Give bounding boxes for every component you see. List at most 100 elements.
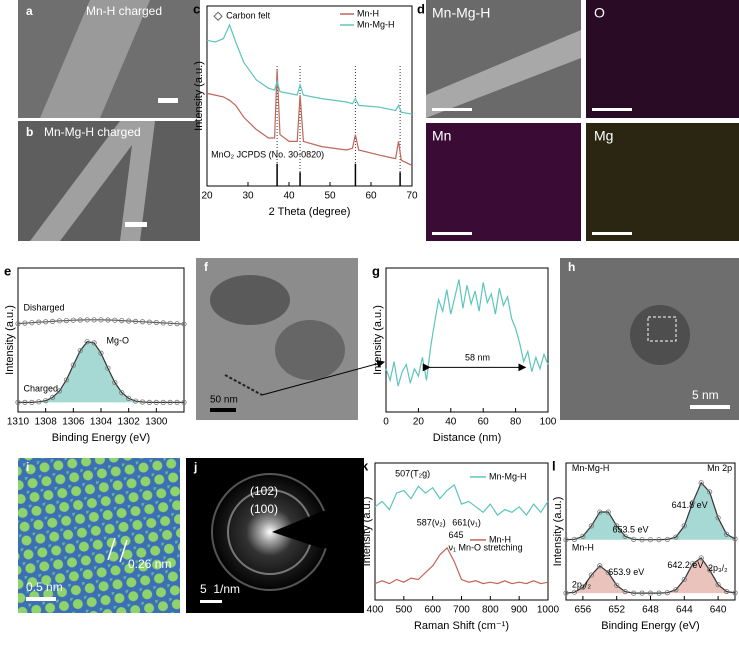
x-tick-label: 20: [413, 417, 425, 428]
data-point: [698, 480, 704, 486]
data-point: [153, 399, 159, 405]
data-point: [139, 399, 146, 405]
data-point: [91, 340, 97, 346]
data-point: [56, 318, 63, 324]
scale-bar: [432, 108, 472, 111]
x-tick-label: 400: [367, 605, 384, 616]
scale-label: 50 nm: [210, 395, 238, 406]
data-point: [656, 590, 662, 596]
data-point: [614, 582, 620, 588]
data-point: [160, 399, 166, 405]
annotation: Carbon felt: [226, 11, 271, 21]
plot-frame: [385, 267, 549, 413]
data-point: [630, 536, 637, 542]
fiber: [30, 121, 155, 241]
x-tick-label: 1000: [537, 605, 560, 616]
lattice-image: [18, 458, 180, 613]
data-point: [723, 588, 730, 595]
data-point: [146, 399, 153, 405]
area-fill: [566, 482, 735, 540]
data-point: [681, 576, 687, 583]
scale-bar: [210, 408, 236, 412]
x-tick-label: 100: [540, 417, 557, 428]
annotation: 653.5 eV: [612, 525, 648, 535]
data-point: [597, 563, 603, 569]
data-point: [84, 339, 90, 345]
legend-label: Mn-Mg-H: [489, 471, 527, 481]
x-tick-label: 60: [365, 191, 377, 202]
charts: c 20 30 40 50 60 70 2 Theta (degree) Intensity (…: [4, 1, 738, 632]
annotation: Charged: [24, 383, 59, 393]
data-point: [588, 572, 594, 578]
x-tick-label: 20: [201, 191, 213, 202]
x-tick-label: 0: [383, 417, 389, 428]
scale-bar: [26, 597, 56, 601]
annotation: 2p₃/₂: [708, 563, 728, 573]
fiber: [426, 30, 581, 118]
data-point: [563, 590, 569, 596]
data-point: [132, 318, 139, 324]
data-point: [91, 317, 97, 323]
data-point: [22, 399, 28, 405]
fiber: [40, 0, 150, 118]
data-point: [36, 319, 42, 325]
data-point: [49, 318, 56, 324]
data-point: [690, 561, 696, 567]
x-tick-label: 80: [510, 417, 522, 428]
data-point: [70, 317, 76, 323]
data-point: [153, 319, 159, 326]
panel-label: f: [204, 260, 209, 274]
data-point: [112, 379, 118, 386]
data-point: [63, 318, 70, 324]
y-axis-label: Intensity (a.u.): [4, 305, 16, 375]
span-label: 58 nm: [465, 353, 490, 363]
x-axis-label: Distance (nm): [433, 432, 501, 444]
y-axis-label: Intensity (a.u.): [193, 61, 205, 131]
data-point: [105, 317, 111, 323]
x-tick-label: 500: [395, 605, 412, 616]
annotation: 653.9 eV: [608, 567, 644, 577]
data-point: [181, 321, 187, 327]
data-point: [119, 390, 125, 396]
data-point: [664, 536, 671, 543]
x-axis-label: Binding Energy (eV): [52, 432, 150, 444]
panel-label: a: [26, 4, 33, 18]
data-point: [639, 590, 645, 596]
panel-label: e: [4, 263, 11, 278]
x-tick-label: 40: [445, 417, 457, 428]
annotation: 507(T₂g): [395, 468, 430, 478]
x-tick-label: 1306: [62, 417, 85, 428]
x-tick-label: 652: [608, 605, 625, 616]
data-point: [174, 321, 180, 327]
x-tick-label: 1304: [90, 417, 113, 428]
panel-label: c: [193, 1, 200, 16]
annotation: 642.2 eV: [667, 560, 703, 570]
y-axis-label: Intensity (a.u.): [552, 497, 564, 567]
annotation: Mg-O: [107, 335, 129, 345]
panel-label: d: [417, 1, 425, 16]
roi: [647, 316, 677, 342]
x-tick-label: 1300: [145, 417, 168, 428]
data-point: [614, 523, 620, 529]
data-point: [119, 318, 125, 324]
data-point: [673, 534, 679, 540]
x-axis-label: Raman Shift (cm⁻¹): [414, 620, 509, 632]
panel-label: h: [568, 260, 575, 274]
annotation: 641.8 eV: [672, 500, 708, 510]
annotation: 661(ν₁): [452, 518, 481, 528]
data-point: [732, 536, 738, 542]
eds-map: [586, 123, 739, 241]
data-point: [63, 377, 70, 383]
data-point: [605, 569, 611, 576]
profile-line: [224, 374, 263, 396]
data-point: [571, 589, 578, 595]
plot-frame: [206, 5, 413, 187]
annotation: Disharged: [24, 303, 65, 313]
x-tick-label: 1308: [35, 417, 58, 428]
annotation: 587(ν₂): [417, 518, 446, 528]
data-point: [698, 555, 704, 561]
panel-label: l: [552, 458, 556, 473]
particle: [275, 320, 345, 380]
data-point: [112, 317, 118, 323]
